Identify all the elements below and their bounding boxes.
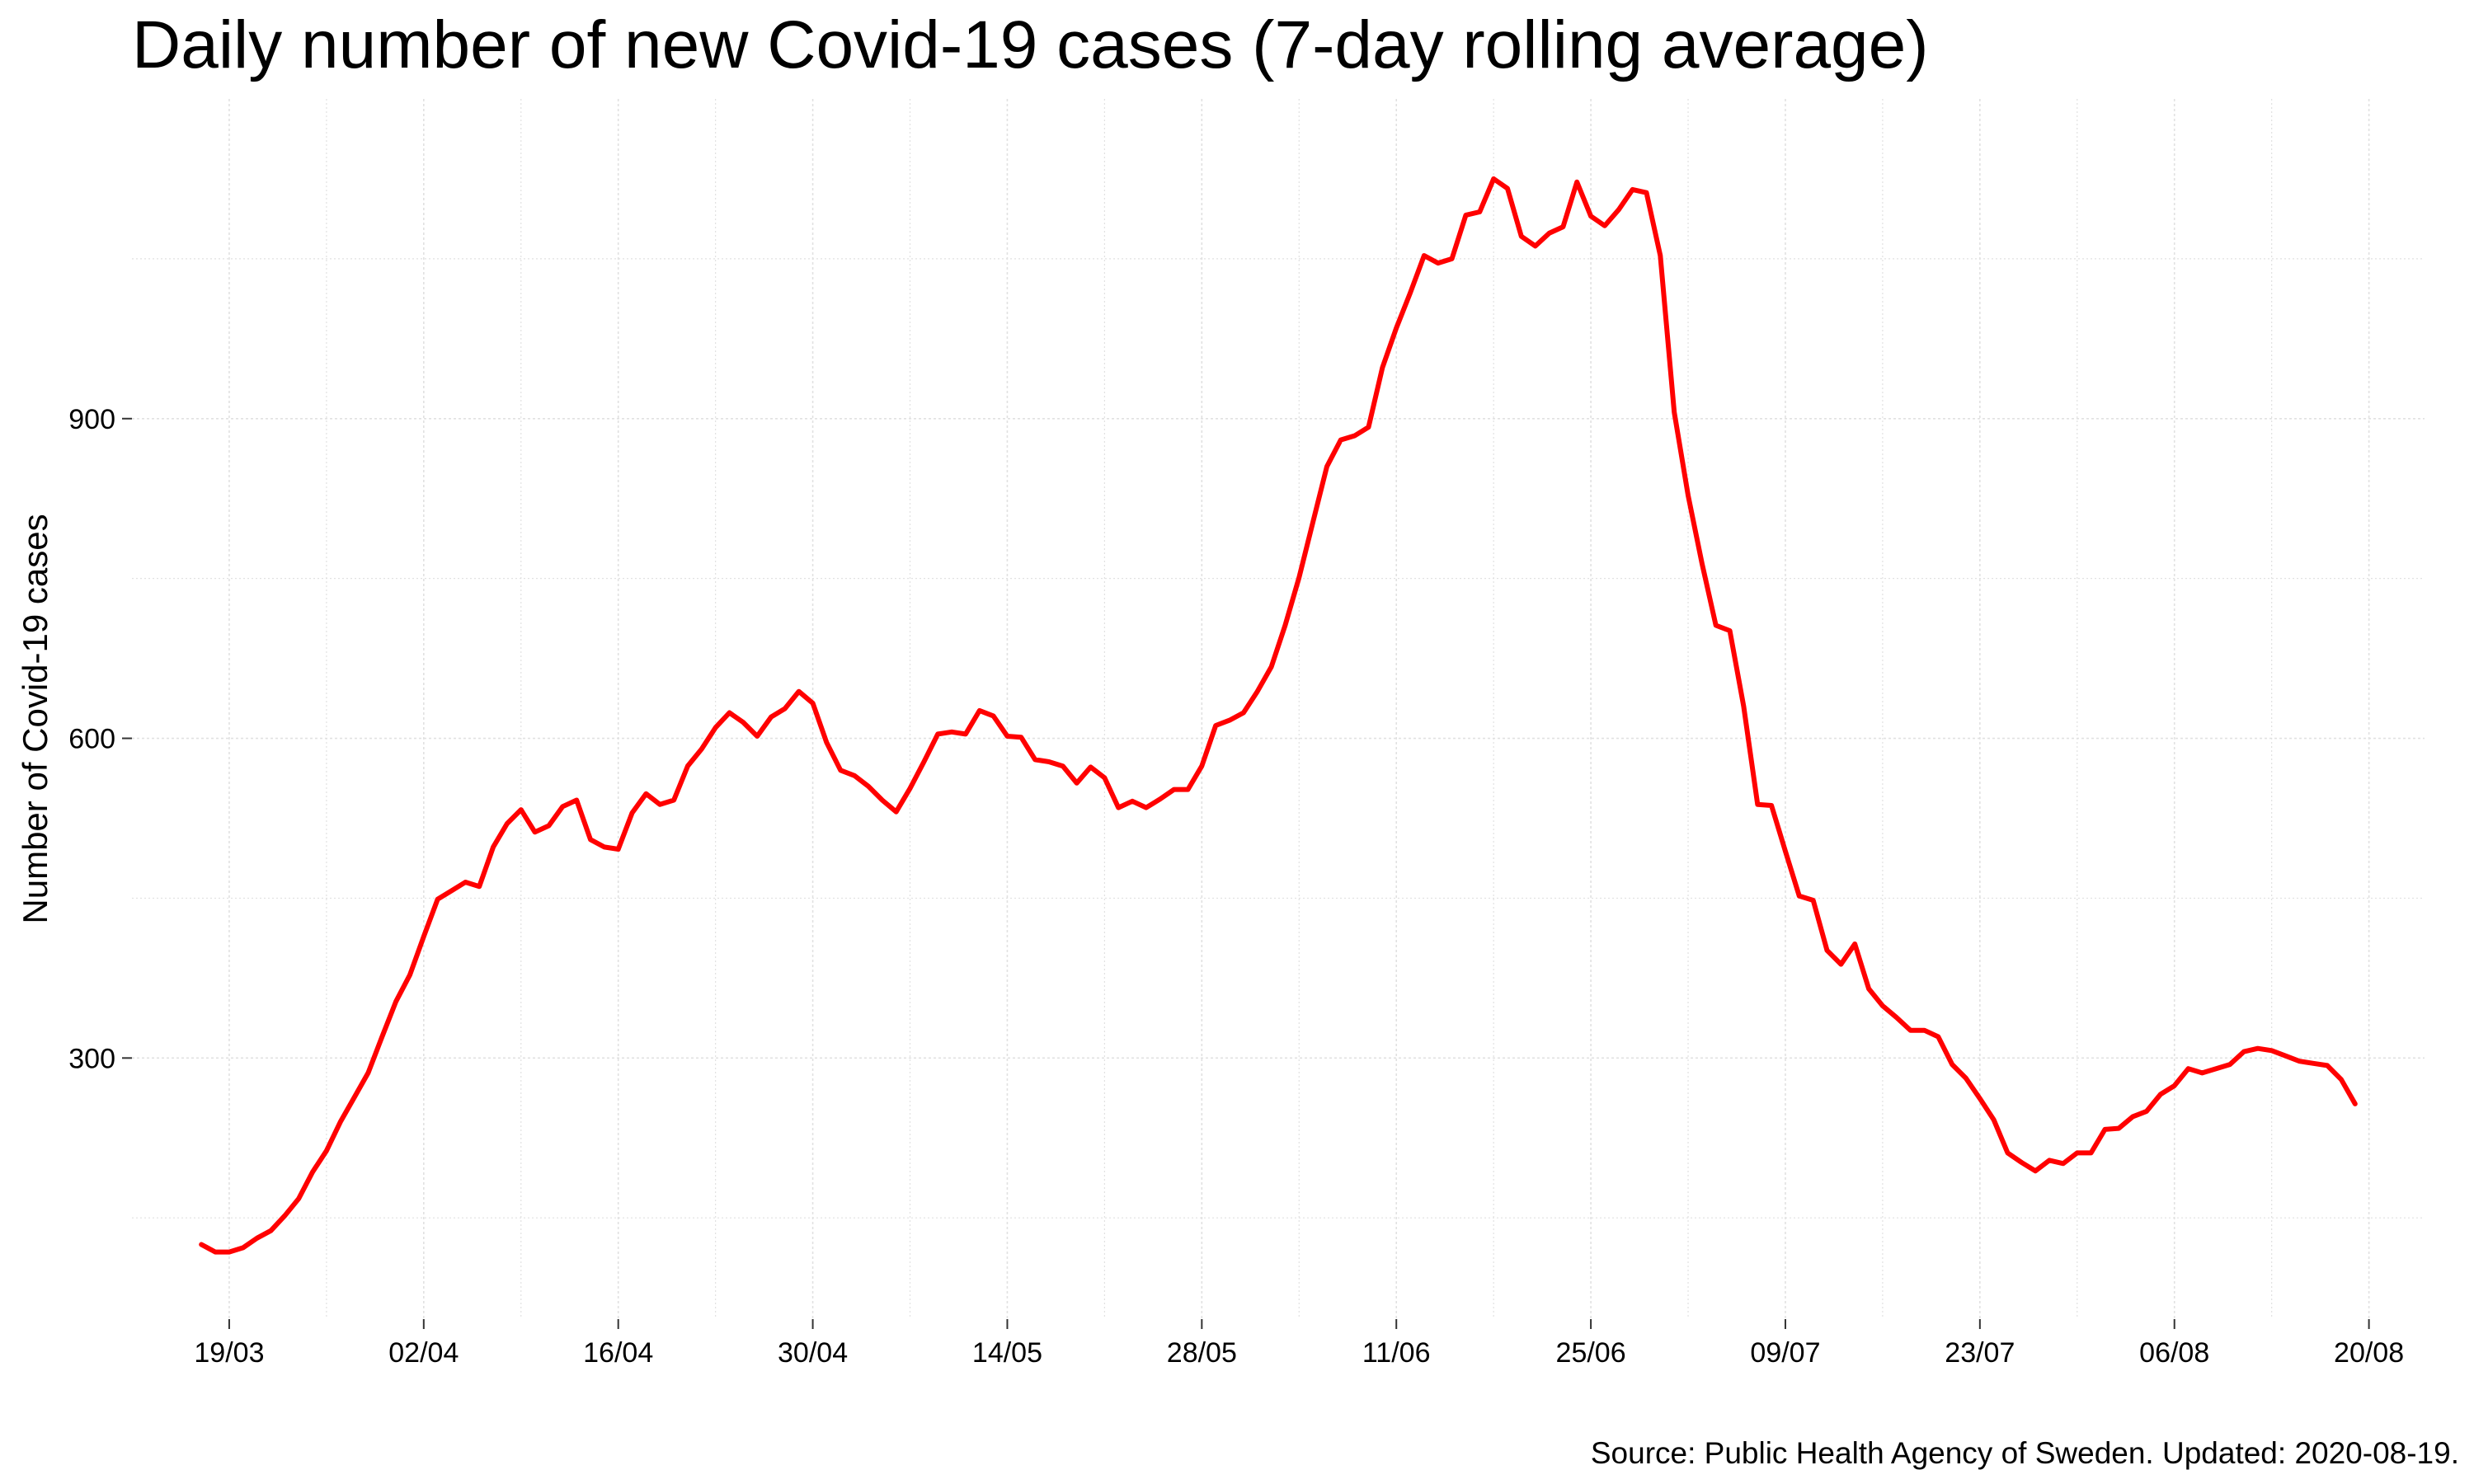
chart-title: Daily number of new Covid-19 cases (7-da… <box>132 7 1929 82</box>
x-tick-label: 16/04 <box>583 1337 653 1369</box>
y-tick-label: 900 <box>68 404 115 435</box>
series-group <box>199 176 2358 1255</box>
x-tick-label: 23/07 <box>1945 1337 2015 1369</box>
x-tick-label: 19/03 <box>194 1337 264 1369</box>
y-tick-label: 600 <box>68 724 115 755</box>
series-line <box>199 176 2358 1255</box>
x-tick-label: 30/04 <box>778 1337 848 1369</box>
grid-lines <box>132 99 2425 1319</box>
x-tick-label: 06/08 <box>2139 1337 2209 1369</box>
x-tick-label: 20/08 <box>2334 1337 2404 1369</box>
y-tick-label: 300 <box>68 1043 115 1074</box>
axis-ticks: 300 600 900 19/03 02/04 16/04 30/04 14/05 28/05 1… <box>68 404 2404 1369</box>
x-tick-label: 02/04 <box>388 1337 459 1369</box>
source-note: Source: Public Health Agency of Sweden. … <box>1590 1436 2459 1470</box>
x-tick-label: 11/06 <box>1362 1337 1431 1369</box>
x-tick-label: 14/05 <box>972 1337 1042 1369</box>
x-tick-label: 25/06 <box>1556 1337 1626 1369</box>
x-tick-label: 28/05 <box>1167 1337 1237 1369</box>
x-tick-label: 09/07 <box>1750 1337 1820 1369</box>
